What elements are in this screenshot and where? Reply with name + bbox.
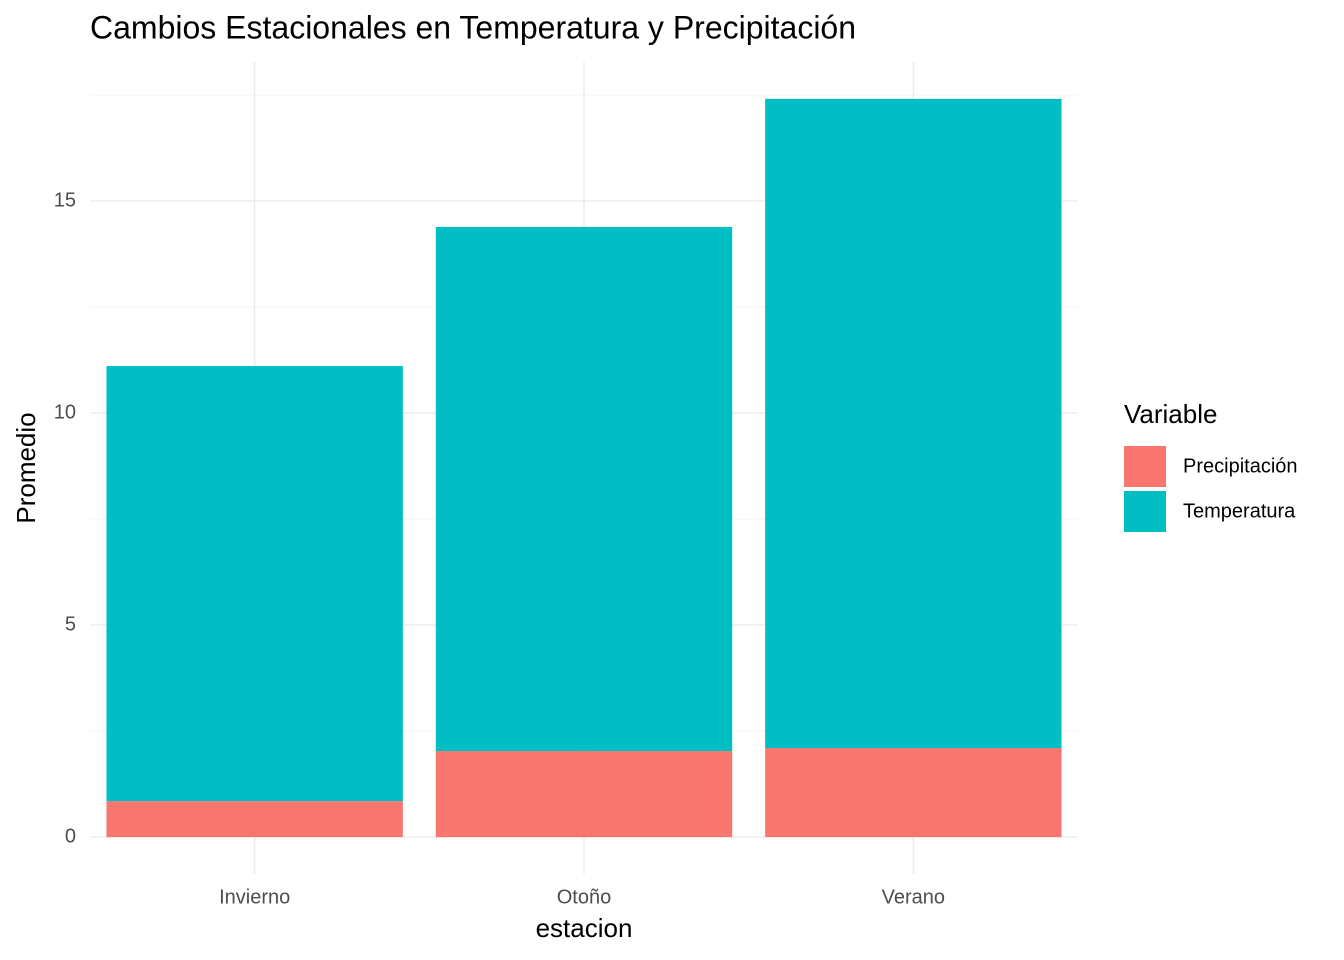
y-tick-label: 10 (54, 401, 76, 423)
x-tick-label: Otoño (557, 886, 611, 908)
x-axis-title: estacion (536, 913, 633, 943)
legend-key (1124, 491, 1166, 532)
y-tick-label: 5 (65, 613, 76, 635)
legend-title: Variable (1124, 399, 1217, 429)
bar-segment (435, 751, 733, 838)
x-tick-label: Invierno (219, 886, 290, 908)
bar-segment (765, 748, 1062, 838)
y-tick-label: 0 (65, 825, 76, 847)
legend-key (1124, 446, 1166, 487)
bar-segment (765, 98, 1062, 749)
chart-title: Cambios Estacionales en Temperatura y Pr… (90, 9, 856, 45)
y-tick-label: 15 (54, 189, 76, 211)
legend-label: Temperatura (1183, 500, 1296, 522)
bar-segment (106, 366, 403, 802)
legend-label: Precipitación (1183, 455, 1298, 477)
y-axis-title: Promedio (11, 412, 41, 523)
bar-segment (106, 801, 403, 838)
bar-segment (435, 226, 733, 752)
x-tick-label: Verano (882, 886, 945, 908)
